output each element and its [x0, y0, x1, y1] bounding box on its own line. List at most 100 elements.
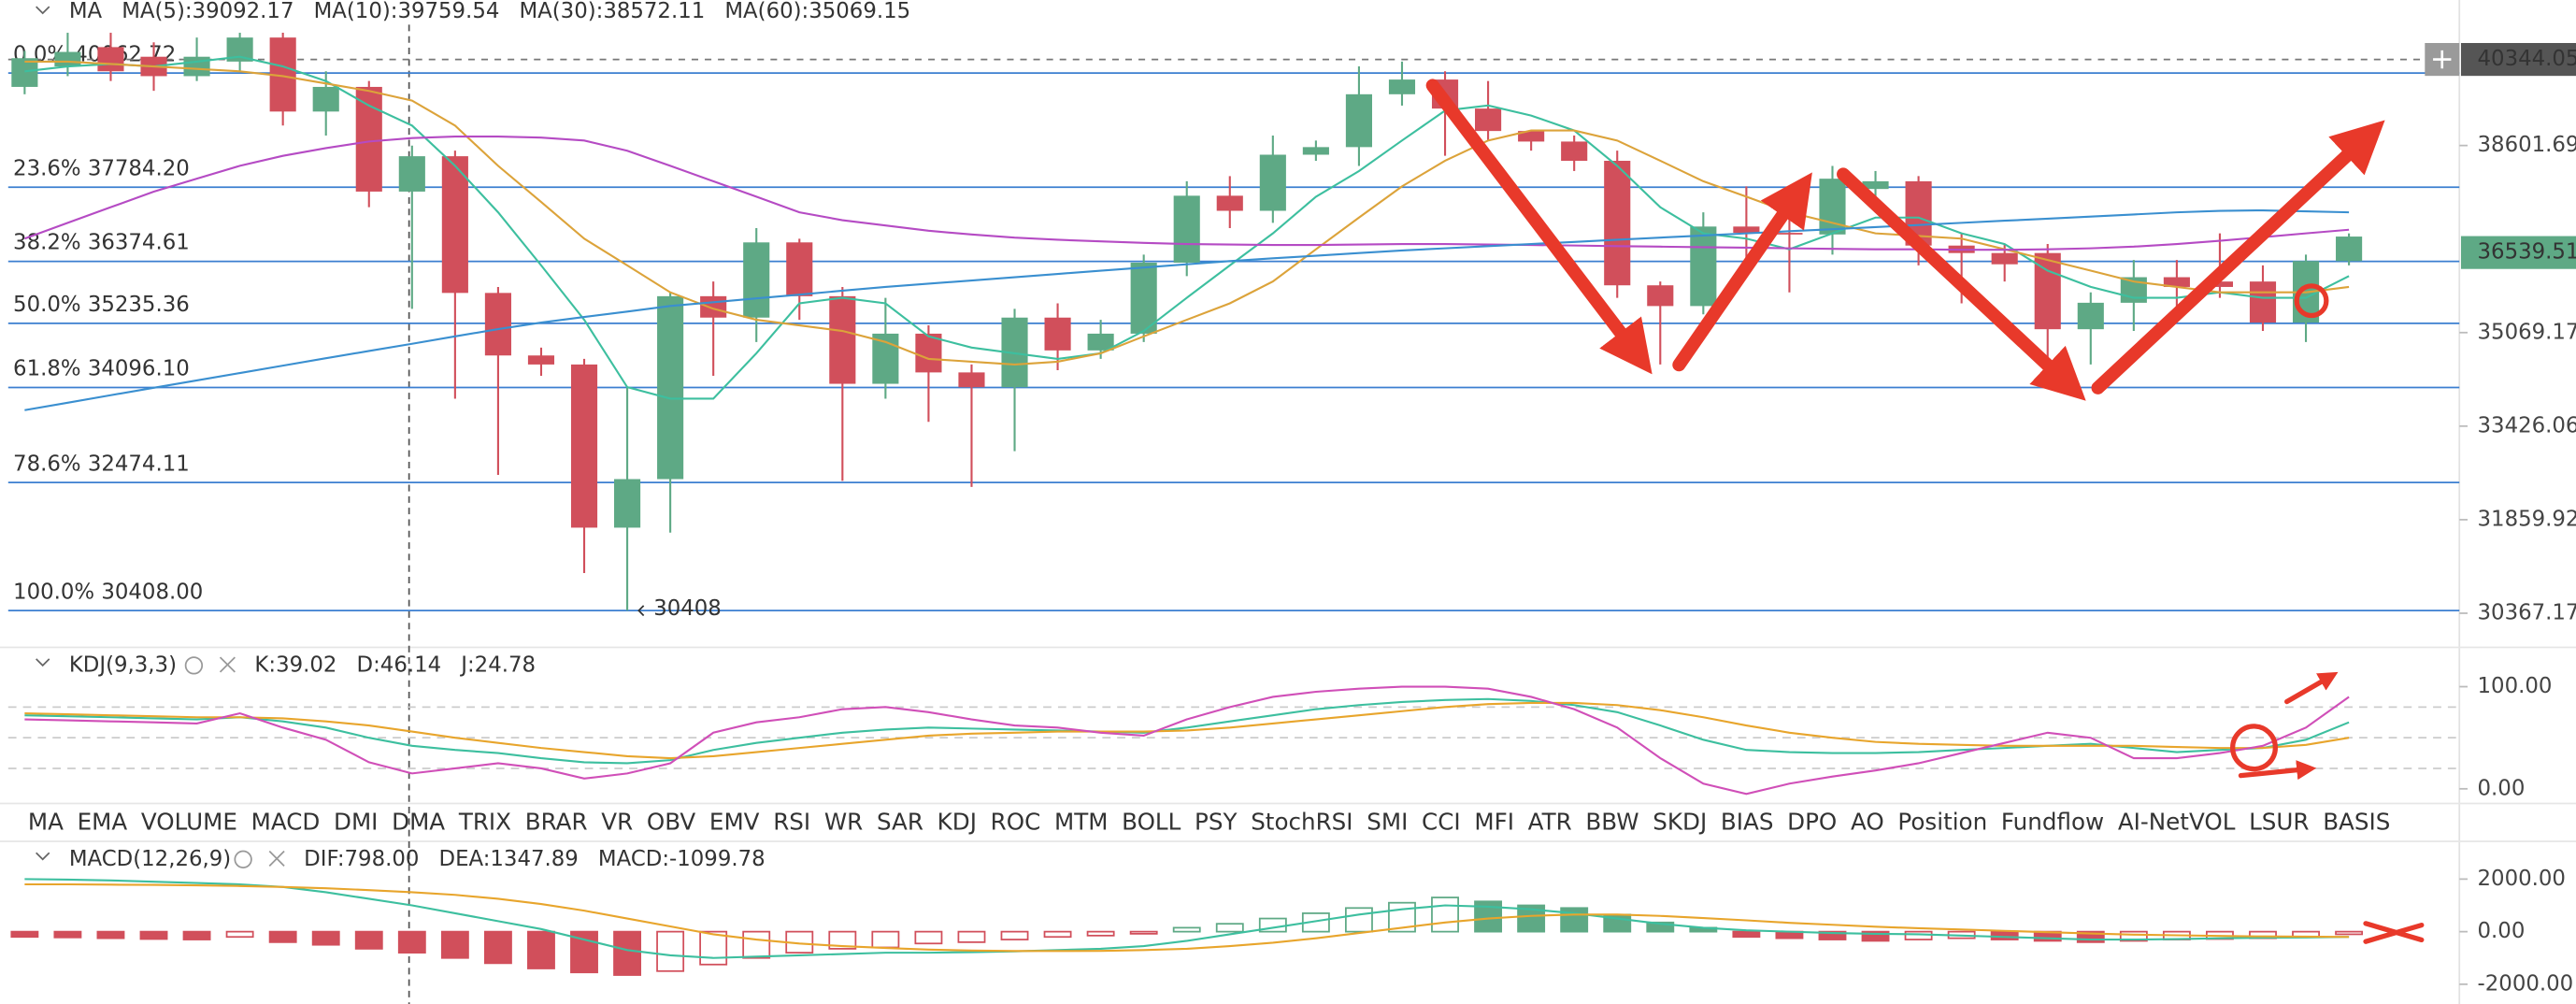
indicator-tab[interactable]: VR — [601, 809, 633, 836]
annotation-arrow — [2238, 760, 2317, 781]
indicator-tab[interactable]: MFI — [1474, 809, 1514, 836]
indicator-tab[interactable]: PSY — [1195, 809, 1238, 836]
legend-entry: DIF:798.00 — [304, 847, 419, 871]
indicator-tab[interactable]: RSI — [773, 809, 810, 836]
candle-body — [1733, 226, 1760, 234]
candle-body — [1862, 180, 1889, 190]
y-tick-label: 2000.00 — [2478, 867, 2566, 891]
y-tick-label: 31859.92 — [2478, 507, 2576, 531]
indicator-tab[interactable]: MTM — [1054, 809, 1108, 836]
histogram-bar — [2335, 930, 2364, 936]
histogram-bar — [397, 930, 426, 954]
indicator-tab[interactable]: SKDJ — [1653, 809, 1707, 836]
candle-body — [1087, 333, 1114, 351]
candle-body — [2077, 302, 2104, 330]
candle-body — [1991, 252, 2018, 265]
indicator-tab[interactable]: BBW — [1585, 809, 1639, 836]
histogram-bar — [699, 930, 728, 966]
histogram-bar — [1818, 930, 1847, 940]
close-icon[interactable] — [268, 850, 285, 867]
histogram-bar — [1344, 907, 1373, 933]
candle-body — [355, 86, 382, 192]
histogram-bar — [483, 930, 512, 965]
candle-body — [743, 242, 770, 318]
indicator-tab[interactable]: BOLL — [1122, 809, 1181, 836]
indicator-tab[interactable]: DMI — [334, 809, 378, 836]
indicator-tab[interactable]: StochRSI — [1251, 809, 1352, 836]
indicator-tab[interactable]: Fundflow — [2001, 809, 2104, 836]
annotation-arrow — [1672, 172, 1812, 372]
indicator-tab[interactable]: BRAR — [525, 809, 588, 836]
candle-body — [1604, 161, 1631, 286]
candle-body — [1475, 108, 1502, 132]
settings-icon[interactable] — [234, 850, 252, 868]
indicator-tab[interactable]: BIAS — [1721, 809, 1774, 836]
indicator-tab[interactable]: MACD — [251, 809, 321, 836]
candle-body — [786, 242, 813, 296]
collapse-icon[interactable] — [36, 6, 50, 15]
panel-title: MA — [69, 0, 103, 23]
indicator-line — [24, 878, 2350, 959]
indicator-tab[interactable]: SAR — [877, 809, 923, 836]
histogram-bar — [139, 930, 168, 940]
histogram-bar — [828, 930, 857, 950]
legend-entry: MA(30):38572.11 — [519, 0, 705, 23]
indicator-line — [24, 55, 2350, 400]
indicator-tab[interactable]: ATR — [1528, 809, 1572, 836]
indicator-tab[interactable]: EMA — [78, 809, 128, 836]
collapse-icon[interactable] — [36, 658, 50, 667]
indicator-tab[interactable]: ROC — [991, 809, 1041, 836]
candle-body — [1259, 154, 1286, 211]
histogram-bar — [1215, 923, 1244, 933]
indicator-tab[interactable]: SMI — [1367, 809, 1408, 836]
indicator-tab[interactable]: AO — [1851, 809, 1884, 836]
histogram-bar — [1646, 921, 1675, 933]
histogram-bar — [440, 930, 469, 959]
candle-body — [1216, 195, 1243, 211]
candle-body — [614, 479, 641, 528]
indicator-line — [24, 701, 2350, 760]
indicator-tab[interactable]: MA — [28, 809, 64, 836]
indicator-tab[interactable]: AI-NetVOL — [2118, 809, 2236, 836]
y-tick-label: 30367.17 — [2478, 600, 2576, 624]
histogram-bar — [570, 930, 598, 974]
candle-body — [829, 295, 856, 384]
indicator-tab[interactable]: LSUR — [2249, 809, 2309, 836]
candle-body — [958, 372, 985, 388]
annotation-arrow — [2284, 671, 2339, 705]
indicator-tab[interactable]: EMV — [709, 809, 760, 836]
histogram-bar — [311, 930, 340, 946]
y-tick-label: 0.00 — [2478, 776, 2526, 800]
histogram-bar — [10, 930, 39, 939]
indicator-tab[interactable]: VOLUME — [141, 809, 237, 836]
indicator-tab[interactable]: DMA — [392, 809, 445, 836]
candle-body — [1647, 285, 1674, 307]
settings-icon[interactable] — [184, 656, 204, 675]
candle-body — [1302, 147, 1329, 155]
indicator-tab[interactable]: DPO — [1787, 809, 1837, 836]
candle-body — [2206, 281, 2234, 287]
add-icon — [2433, 50, 2452, 69]
indicator-tab[interactable]: BASIS — [2323, 809, 2390, 836]
candle-body — [312, 86, 339, 112]
indicator-tab[interactable]: CCI — [1422, 809, 1461, 836]
indicator-tab[interactable]: Position — [1897, 809, 1987, 836]
histogram-bar — [957, 930, 986, 943]
collapse-icon[interactable] — [36, 852, 50, 861]
indicator-tab[interactable]: OBV — [647, 809, 695, 836]
indicator-tab[interactable]: WR — [824, 809, 863, 836]
candle-body — [570, 364, 598, 528]
panel-title: KDJ(9,3,3) — [69, 653, 177, 677]
y-tick-label: 0.00 — [2478, 919, 2526, 943]
legend-entry: MA(10):39759.54 — [314, 0, 500, 23]
indicator-tab[interactable]: TRIX — [458, 809, 511, 836]
candle-body — [2163, 277, 2190, 287]
histogram-bar — [871, 930, 900, 949]
indicator-tab[interactable]: KDJ — [937, 809, 977, 836]
legend-entry: MA(60):35069.15 — [724, 0, 910, 23]
histogram-bar — [182, 930, 211, 940]
close-icon[interactable] — [219, 656, 236, 673]
annotations — [1425, 79, 2425, 944]
histogram-bar — [53, 930, 82, 939]
